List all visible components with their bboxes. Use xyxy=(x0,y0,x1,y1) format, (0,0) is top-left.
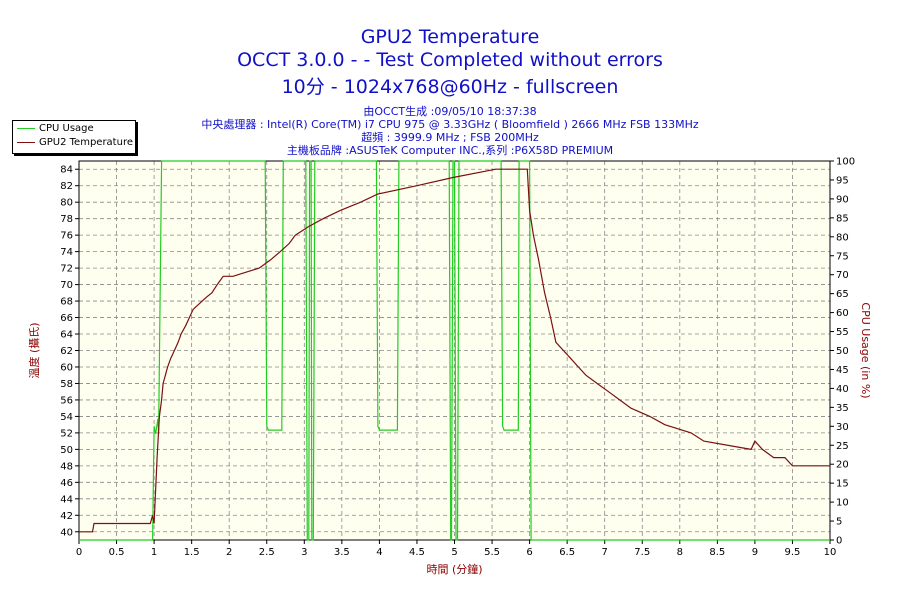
y2-tick-label: 20 xyxy=(836,460,849,471)
y2-tick-label: 70 xyxy=(836,270,849,281)
x-tick-label: 5.5 xyxy=(484,547,500,558)
y2-tick-label: 15 xyxy=(836,479,849,490)
x-tick-label: 8.5 xyxy=(709,547,725,558)
y-tick-label: 50 xyxy=(60,445,73,456)
info-overclock: 超頻 : 3999.9 MHz ; FSB 200MHz xyxy=(361,131,539,144)
x-tick-label: 7.5 xyxy=(634,547,650,558)
legend-item-cpu-usage: CPU Usage xyxy=(17,123,94,135)
y-tick-label: 52 xyxy=(60,428,73,439)
legend-swatch-cpu-usage xyxy=(17,127,35,129)
y2-tick-label: 40 xyxy=(836,384,849,395)
y2-tick-label: 35 xyxy=(836,403,849,414)
y2-tick-label: 90 xyxy=(836,194,849,205)
legend-label-cpu-usage: CPU Usage xyxy=(39,123,94,134)
y-tick-label: 60 xyxy=(60,362,73,373)
legend-label-gpu2-temperature: GPU2 Temperature xyxy=(39,137,133,148)
y-tick-label: 74 xyxy=(60,247,73,258)
x-tick-label: 1.5 xyxy=(184,547,200,558)
series-line-gpu2-temperature xyxy=(79,168,830,533)
x-tick-label: 9 xyxy=(752,547,758,558)
y-tick-label: 82 xyxy=(60,181,73,192)
chart-title: GPU2 Temperature xyxy=(360,26,540,48)
y2-tick-label: 95 xyxy=(836,175,849,186)
x-tick-label: 10 xyxy=(824,547,837,558)
info-generated: 由OCCT生成 :09/05/10 18:37:38 xyxy=(363,105,537,118)
x-tick-label: 1 xyxy=(151,547,157,558)
y-tick-label: 56 xyxy=(60,395,73,406)
y2-tick-label: 80 xyxy=(836,232,849,243)
y-tick-label: 58 xyxy=(60,379,73,390)
y-tick-label: 80 xyxy=(60,198,73,209)
x-tick-label: 0 xyxy=(76,547,82,558)
y-tick-label: 46 xyxy=(60,478,73,489)
y-tick-label: 66 xyxy=(60,313,73,324)
legend: CPU Usage GPU2 Temperature xyxy=(12,120,136,154)
y-axis-label: 溫度 (攝氏) xyxy=(27,322,41,378)
y-tick-label: 64 xyxy=(60,330,73,341)
y-tick-label: 84 xyxy=(60,165,73,176)
y-tick-label: 72 xyxy=(60,264,73,275)
x-tick-label: 0.5 xyxy=(109,547,125,558)
info-motherboard: 主機板品牌 :ASUSTeK Computer INC.,系列 :P6X58D … xyxy=(286,144,614,157)
y-tick-label: 48 xyxy=(60,461,73,472)
x-tick-label: 2 xyxy=(226,547,232,558)
y2-tick-label: 55 xyxy=(836,327,849,338)
y2-tick-label: 50 xyxy=(836,346,849,357)
x-tick-label: 8 xyxy=(677,547,683,558)
x-tick-label: 3 xyxy=(301,547,307,558)
legend-swatch-gpu2-temperature xyxy=(17,141,35,143)
x-tick-label: 9.5 xyxy=(784,547,800,558)
chart-subtitle-line-1: OCCT 3.0.0 - - Test Completed without er… xyxy=(237,49,663,71)
x-tick-label: 6.5 xyxy=(559,547,575,558)
y2-tick-label: 60 xyxy=(836,308,849,319)
y-tick-label: 42 xyxy=(60,511,73,522)
y2-tick-label: 30 xyxy=(836,422,849,433)
y2-tick-label: 25 xyxy=(836,441,849,452)
y2-tick-label: 0 xyxy=(836,536,842,547)
y-tick-label: 44 xyxy=(60,494,73,505)
x-axis-label: 時間 (分鐘) xyxy=(426,562,482,576)
x-tick-label: 3.5 xyxy=(334,547,350,558)
y2-tick-label: 85 xyxy=(836,213,849,224)
y2-axis-label: CPU Usage (in %) xyxy=(859,302,872,398)
y-tick-label: 78 xyxy=(60,214,73,225)
y2-tick-label: 75 xyxy=(836,251,849,262)
series-line-cpu-usage xyxy=(79,160,830,541)
legend-item-gpu2-temperature: GPU2 Temperature xyxy=(17,137,133,149)
y2-tick-label: 45 xyxy=(836,365,849,376)
y-tick-label: 68 xyxy=(60,297,73,308)
y-tick-label: 40 xyxy=(60,527,73,538)
chart-subtitle-line-2: 10分 - 1024x768@60Hz - fullscreen xyxy=(281,76,619,98)
y2-tick-label: 65 xyxy=(836,289,849,300)
y-tick-label: 62 xyxy=(60,346,73,357)
y-tick-label: 54 xyxy=(60,412,73,423)
y-tick-label: 70 xyxy=(60,280,73,291)
y2-tick-label: 10 xyxy=(836,498,849,509)
x-tick-label: 4 xyxy=(376,547,382,558)
x-tick-label: 5 xyxy=(451,547,457,558)
x-tick-label: 2.5 xyxy=(259,547,275,558)
x-tick-label: 6 xyxy=(526,547,532,558)
x-tick-label: 4.5 xyxy=(409,547,425,558)
y2-tick-label: 5 xyxy=(836,517,842,528)
x-tick-label: 7 xyxy=(602,547,608,558)
info-cpu: 中央處理器 : Intel(R) Core(TM) i7 CPU 975 @ 3… xyxy=(201,118,699,131)
y2-tick-label: 100 xyxy=(836,157,855,168)
y-tick-label: 76 xyxy=(60,231,73,242)
